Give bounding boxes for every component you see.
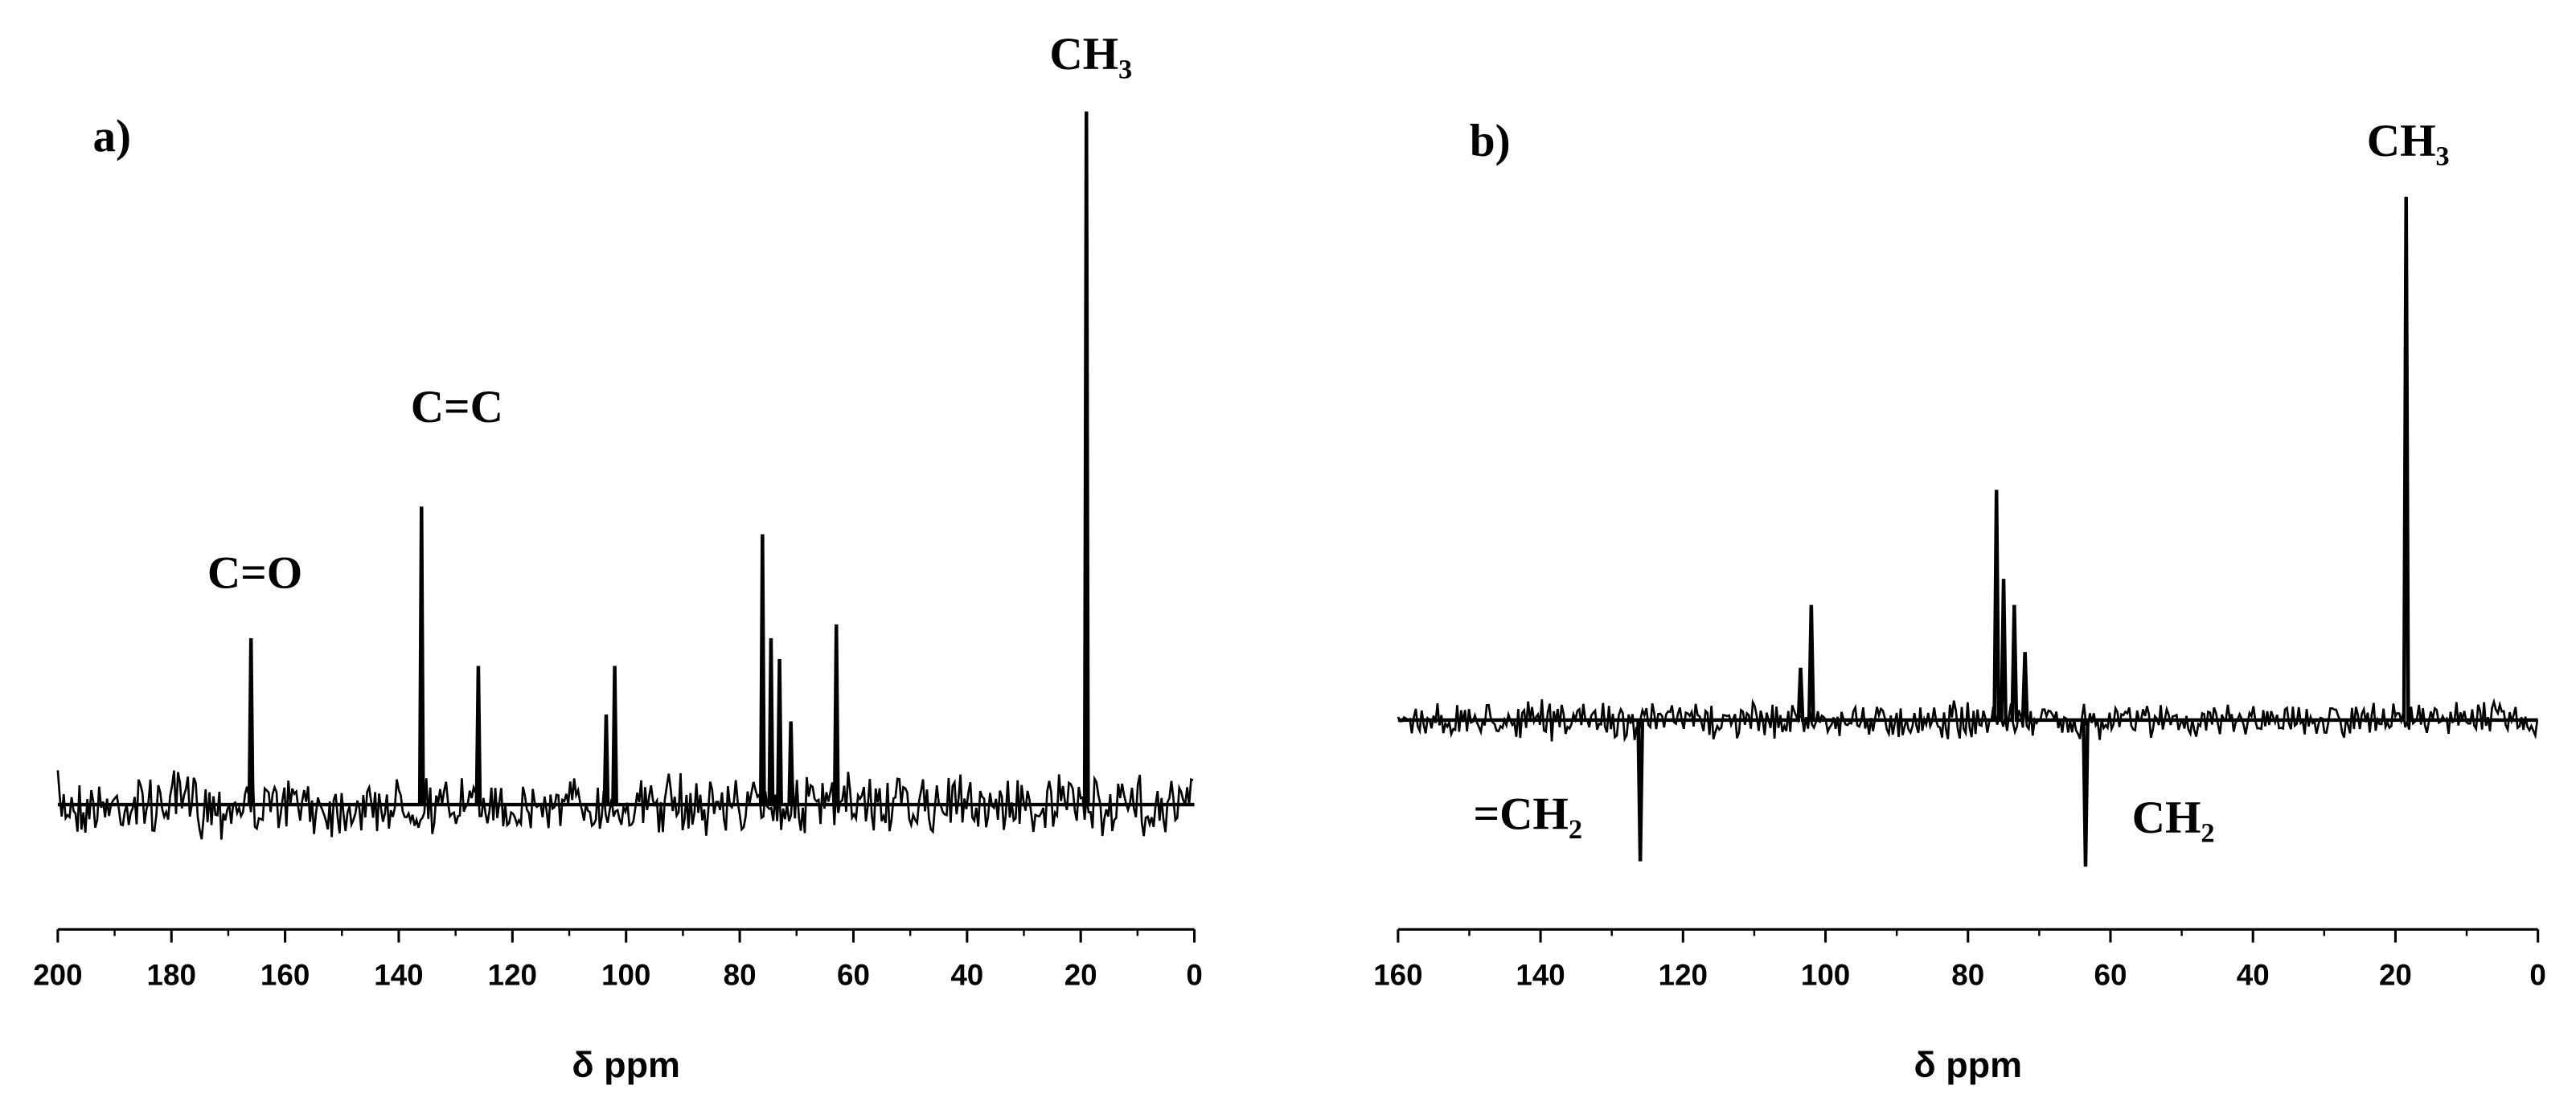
x-axis-label: δ ppm xyxy=(1914,1044,2022,1085)
x-tick-label: 180 xyxy=(147,959,196,992)
panel-label: b) xyxy=(1470,116,1511,166)
x-tick-label: 120 xyxy=(488,959,537,992)
x-tick-label: 80 xyxy=(724,959,757,992)
x-tick-label: 160 xyxy=(1373,959,1422,992)
peak-annotation: CH₂ xyxy=(2132,793,2215,843)
x-tick-label: 80 xyxy=(1951,959,1984,992)
x-tick-label: 20 xyxy=(2379,959,2412,992)
peak-annotation: C=C xyxy=(411,382,503,432)
panel-label: a) xyxy=(92,111,131,162)
peak-annotation: =CH₂ xyxy=(1474,789,1583,840)
peak-annotation: CH₃ xyxy=(2367,116,2450,166)
spectrum-line xyxy=(57,111,1195,807)
x-tick-label: 0 xyxy=(1186,959,1202,992)
x-tick-label: 40 xyxy=(2237,959,2270,992)
x-tick-label: 100 xyxy=(1801,959,1850,992)
x-tick-label: 120 xyxy=(1659,959,1708,992)
spectrum-line xyxy=(1397,196,2538,867)
x-tick-label: 60 xyxy=(2094,959,2127,992)
x-tick-label: 160 xyxy=(260,959,310,992)
x-tick-label: 100 xyxy=(601,959,650,992)
noise-band xyxy=(1397,698,2539,743)
x-tick-label: 140 xyxy=(1516,959,1565,992)
x-tick-label: 200 xyxy=(33,959,82,992)
peak-annotation: C=O xyxy=(207,547,302,598)
x-tick-label: 140 xyxy=(374,959,423,992)
x-axis-label: δ ppm xyxy=(572,1044,680,1085)
x-tick-label: 20 xyxy=(1064,959,1097,992)
peak-annotation: CH₃ xyxy=(1049,29,1132,80)
x-tick-label: 40 xyxy=(950,959,983,992)
x-tick-label: 0 xyxy=(2529,959,2545,992)
x-tick-label: 60 xyxy=(837,959,870,992)
noise-band xyxy=(56,770,1194,840)
